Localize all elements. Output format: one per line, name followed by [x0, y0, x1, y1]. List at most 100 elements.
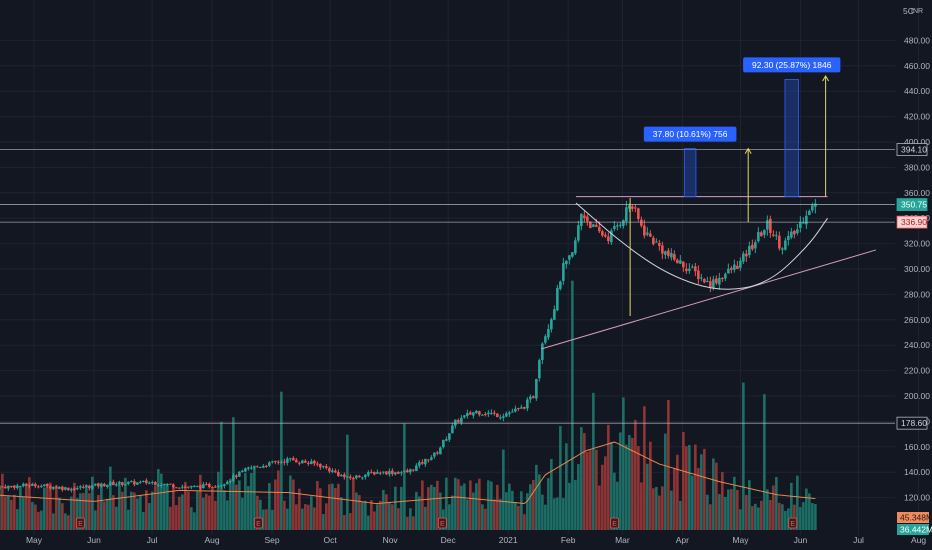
candle-body [454, 419, 457, 426]
corner-label: 5C [903, 6, 914, 16]
candle-body [19, 485, 22, 487]
candle-body [715, 278, 718, 284]
volume-bar [106, 499, 109, 530]
candle-body [103, 483, 106, 487]
candle-body [166, 483, 169, 485]
volume-bar [700, 454, 703, 530]
volume-bar [619, 432, 622, 530]
candle-body [442, 439, 445, 448]
volume-bar [748, 480, 751, 530]
volume-tag-label: 36.442M [900, 525, 932, 535]
volume-bar [43, 487, 46, 530]
volume-bar [34, 504, 37, 530]
earnings-marker[interactable] [254, 517, 263, 529]
volume-bar [586, 451, 589, 530]
volume-bar [13, 494, 16, 530]
candle-body [4, 486, 7, 489]
candle-body [517, 408, 520, 410]
candle-body [619, 224, 622, 226]
volume-bar [727, 489, 730, 530]
candle-body [406, 470, 409, 473]
volume-bar [115, 506, 118, 530]
volume-bar [610, 441, 613, 530]
price-level-tag[interactable] [896, 416, 928, 430]
candle-body [259, 467, 262, 469]
time-axis[interactable]: May Jun Jul Aug Sep Oct Nov Dec 2021 Feb Mar Apr May… [26, 535, 926, 545]
volume-bar [295, 504, 298, 530]
volume-ma-line [0, 441, 816, 505]
measure-box[interactable] [784, 78, 799, 198]
earnings-marker[interactable] [76, 517, 85, 529]
candle-body [568, 255, 571, 260]
candle-body [295, 459, 298, 463]
volume-bar [211, 487, 214, 530]
volume-bar [478, 478, 481, 530]
earnings-marker[interactable] [610, 517, 620, 529]
volume-bar [691, 475, 694, 530]
volume-bar [289, 475, 292, 530]
earnings-marker[interactable] [788, 517, 798, 529]
candle-body [172, 484, 175, 488]
volume-bar [112, 495, 115, 530]
volume-bar [415, 491, 418, 530]
candle-body [349, 476, 352, 479]
candle-body [52, 486, 55, 489]
volume-bar [520, 491, 523, 530]
volume-bar [652, 488, 655, 530]
candle-body [343, 474, 346, 478]
candle-body [22, 483, 25, 487]
volume-bar [484, 508, 487, 530]
volume-bar [229, 478, 232, 530]
volume-bar [430, 484, 433, 530]
volume-bar [394, 486, 397, 530]
price-level-tag[interactable] [896, 215, 928, 229]
candle-body [268, 462, 271, 466]
candle-body [496, 413, 499, 418]
candle-body [388, 471, 391, 475]
candle-body [271, 461, 274, 463]
time-tick-label: Aug [205, 535, 220, 545]
candle-body [766, 220, 769, 230]
price-axis[interactable]: 120.00140.00160.00180.00200.00220.00240.… [896, 35, 932, 535]
volume-bar [805, 488, 808, 530]
candle-body [55, 487, 58, 489]
volume-bar [61, 503, 64, 530]
volume-bar [118, 483, 121, 530]
volume-bar [265, 509, 268, 530]
price-level-tag[interactable] [896, 198, 928, 211]
candle-body [97, 483, 100, 487]
earnings-marker-icon: E [790, 521, 795, 528]
candle-body [184, 487, 187, 489]
price-tick-label: 140.00 [904, 467, 930, 477]
volume-bar [751, 506, 754, 530]
earnings-marker-icon: E [78, 521, 83, 528]
measure-box[interactable] [683, 148, 697, 198]
volume-bar [409, 508, 412, 530]
candle-body [628, 205, 631, 209]
volume-bar [334, 487, 337, 530]
candle-body [469, 412, 472, 415]
volume-bar [502, 449, 505, 530]
candle-body [751, 244, 754, 250]
candle-body [658, 243, 661, 246]
trendline[interactable] [540, 249, 877, 350]
earnings-marker[interactable] [437, 517, 447, 529]
volume-bar [16, 509, 19, 530]
candle-body [529, 396, 532, 400]
candle-body [7, 485, 10, 489]
price-level-tag[interactable] [896, 143, 928, 156]
candle-body [10, 486, 13, 488]
candle-body [448, 433, 451, 440]
price-tick-label: 420.00 [904, 112, 930, 122]
candle-body [460, 417, 463, 423]
volume-bar [346, 434, 349, 530]
volume-bar [397, 508, 400, 530]
volume-bar [556, 497, 559, 530]
volume-bar [400, 486, 403, 530]
candle-body [814, 203, 817, 207]
cup-arc[interactable] [575, 202, 828, 290]
volume-bar [724, 496, 727, 530]
volume-bar [754, 503, 757, 530]
